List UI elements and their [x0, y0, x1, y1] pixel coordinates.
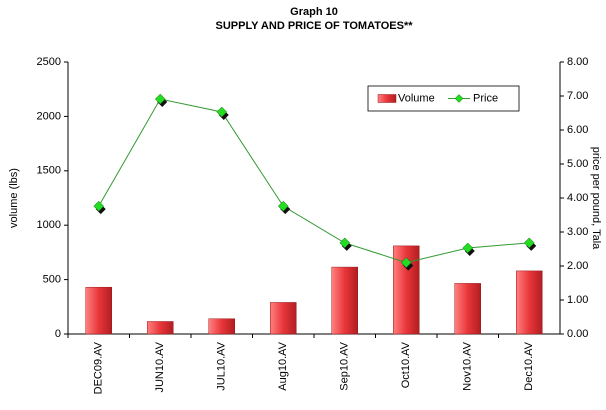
price-line — [98, 98, 530, 264]
y-tick-label: 500 — [43, 274, 61, 286]
y2-tick-label: 5.00 — [567, 158, 588, 170]
price-marker — [277, 200, 289, 212]
price-marker — [154, 93, 166, 105]
bar — [85, 286, 112, 335]
y-tick-label: 1000 — [37, 219, 61, 231]
price-marker — [339, 237, 351, 249]
y2-tick-label: 1.00 — [567, 294, 588, 306]
x-tick-label: DEC09.AV — [93, 341, 105, 394]
y2-tick-label: 3.00 — [567, 226, 588, 238]
x-tick-label: Aug10.AV — [277, 341, 289, 390]
price-marker — [462, 242, 474, 254]
y2-tick-label: 8.00 — [567, 56, 588, 68]
bar — [270, 302, 297, 335]
y-tick-label: 1500 — [37, 165, 61, 177]
legend-marker — [454, 94, 464, 103]
bar — [147, 321, 174, 335]
legend-swatch — [377, 94, 397, 103]
x-tick-label: JUL10.AV — [216, 341, 228, 390]
price-marker — [400, 257, 412, 268]
chart-subtitle: SUPPLY AND PRICE OF TOMATOES** — [215, 20, 413, 32]
bar — [208, 318, 235, 335]
y-axis-label: volume (lbs) — [8, 168, 20, 228]
x-tick-label: Dec10.AV — [523, 341, 535, 390]
legend-label: Price — [473, 92, 498, 104]
y2-tick-label: 4.00 — [567, 192, 588, 204]
x-tick-label: Nov10.AV — [462, 341, 474, 390]
y2-tick-label: 7.00 — [567, 90, 588, 102]
bar — [516, 270, 543, 335]
y-tick-label: 2000 — [37, 110, 61, 122]
x-tick-label: Oct10.AV — [400, 341, 412, 388]
x-tick-label: JUN10.AV — [154, 341, 166, 392]
x-tick-label: Sep10.AV — [339, 341, 351, 390]
y2-axis-label: price per pound, Tala — [590, 147, 602, 250]
price-marker — [93, 200, 105, 212]
price-marker — [216, 106, 228, 118]
y-tick-label: 0 — [55, 328, 61, 340]
y2-tick-label: 6.00 — [567, 124, 588, 136]
chart-title: Graph 10 — [290, 6, 338, 18]
y2-tick-label: 2.00 — [567, 260, 588, 272]
legend-label: Volume — [398, 92, 435, 104]
bar — [454, 283, 481, 335]
price-marker — [523, 237, 535, 249]
bar — [331, 266, 358, 335]
y2-tick-label: 0.00 — [567, 328, 588, 340]
y-tick-label: 2500 — [37, 56, 61, 68]
